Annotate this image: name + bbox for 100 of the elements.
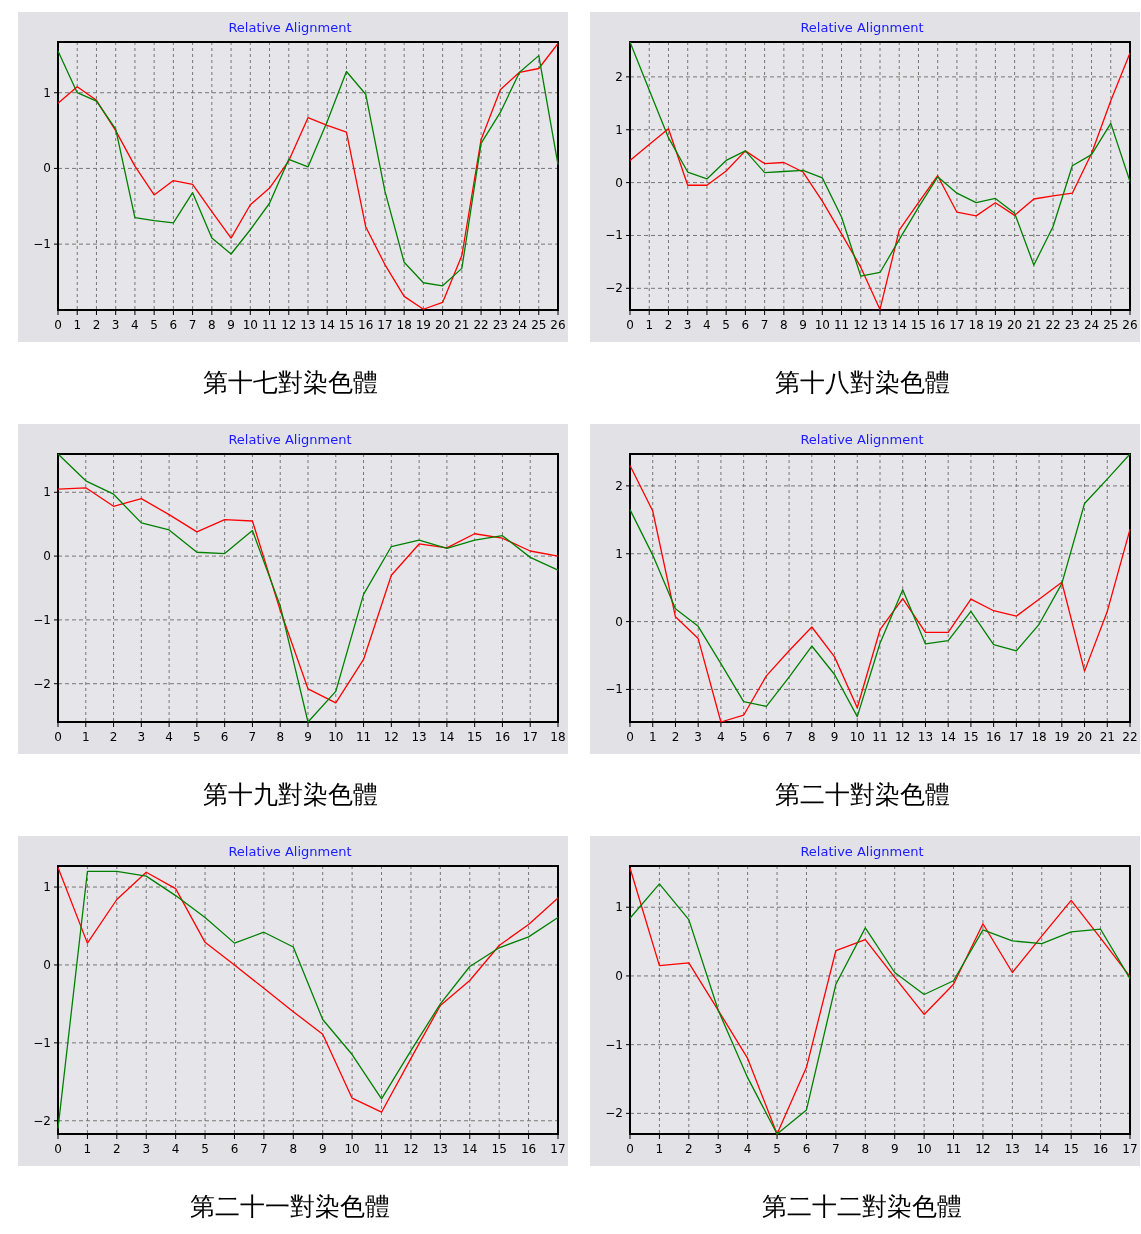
line-series (57, 453, 559, 723)
y-tick-label: −2 (605, 1106, 623, 1121)
x-tick-label: 3 (683, 318, 692, 332)
x-tick-label: 0 (54, 318, 62, 332)
x-tick-label: 12 (403, 1142, 419, 1156)
y-tick-label: −1 (33, 237, 51, 252)
x-tick-label: 3 (714, 1142, 723, 1156)
x-tick-label: 25 (1103, 318, 1119, 332)
x-tick-label: 17 (1122, 1142, 1138, 1156)
x-tick-label: 8 (208, 318, 216, 332)
x-tick-label: 3 (694, 730, 702, 744)
y-tick-label: 2 (615, 69, 623, 84)
x-tick-label: 15 (338, 318, 355, 332)
line-series (629, 41, 1131, 277)
x-tick-label: 5 (722, 318, 730, 332)
x-tick-label: 10 (242, 318, 258, 332)
text: 第十九對染色體 (202, 780, 378, 809)
x-tick-label: 5 (773, 1142, 781, 1156)
x-tick-label: 11 (833, 318, 850, 332)
x-tick-label: 6 (230, 1142, 239, 1156)
x-tick-label: 5 (201, 1142, 209, 1156)
x-tick-label: 15 (1063, 1142, 1079, 1156)
x-tick-label: 21 (454, 318, 470, 332)
x-tick-label: 15 (963, 730, 979, 744)
x-tick-label: 18 (396, 318, 412, 332)
x-tick-label: 21 (1099, 730, 1115, 744)
x-tick-label: 12 (853, 318, 869, 332)
text: 第十七對染色體 (202, 368, 378, 397)
y-tick-label: −2 (33, 1113, 51, 1128)
x-tick-label: 8 (780, 318, 788, 332)
x-tick-label: 9 (890, 1142, 899, 1156)
x-tick-label: 12 (895, 730, 911, 744)
x-tick-label: 4 (703, 318, 711, 332)
x-tick-label: 12 (281, 318, 297, 332)
y-tick-label: 2 (615, 478, 623, 493)
y-tick-label: 1 (43, 85, 51, 100)
x-tick-label: 4 (171, 1142, 180, 1156)
x-tick-label: 9 (227, 318, 235, 332)
x-tick-label: 14 (940, 730, 956, 744)
x-tick-label: 7 (188, 318, 197, 332)
x-tick-label: 23 (1064, 318, 1080, 332)
x-tick-label: 17 (949, 318, 965, 332)
x-tick-label: 15 (467, 730, 483, 744)
x-tick-label: 11 (261, 318, 278, 332)
x-tick-label: 11 (872, 730, 888, 744)
x-tick-label: 16 (494, 730, 511, 744)
x-tick-label: 14 (439, 730, 455, 744)
x-tick-label: 13 (872, 318, 888, 332)
x-tick-label: 18 (968, 318, 984, 332)
x-tick-label: 8 (808, 730, 816, 744)
x-tick-label: 9 (799, 318, 807, 332)
x-tick-label: 9 (304, 730, 312, 744)
x-tick-label: 21 (1026, 318, 1042, 332)
chart-title: Relative Alignment (228, 844, 352, 859)
x-tick-label: 16 (986, 730, 1002, 744)
x-tick-label: 11 (373, 1142, 390, 1156)
y-tick-label: 1 (615, 122, 623, 137)
x-tick-label: 17 (377, 318, 393, 332)
x-tick-label: 8 (276, 730, 285, 744)
x-tick-label: 18 (550, 730, 566, 744)
x-tick-label: 19 (1054, 730, 1070, 744)
x-tick-label: 19 (987, 318, 1004, 332)
x-tick-label: 20 (434, 318, 451, 332)
x-tick-label: 22 (473, 318, 489, 332)
x-tick-label: 14 (319, 318, 335, 332)
x-tick-label: 15 (491, 1142, 507, 1156)
x-tick-label: 24 (511, 318, 528, 332)
x-tick-label: 10 (344, 1142, 360, 1156)
x-tick-label: 20 (1006, 318, 1023, 332)
x-tick-label: 8 (861, 1142, 870, 1156)
x-tick-label: 10 (916, 1142, 932, 1156)
x-tick-label: 17 (1008, 730, 1024, 744)
x-tick-label: 0 (626, 1142, 634, 1156)
x-tick-label: 22 (1122, 730, 1138, 744)
y-tick-label: 1 (615, 546, 623, 561)
x-tick-label: 17 (522, 730, 538, 744)
x-tick-label: 15 (910, 318, 927, 332)
x-tick-label: 4 (743, 1142, 752, 1156)
x-tick-label: 3 (142, 1142, 151, 1156)
x-tick-label: 6 (802, 1142, 811, 1156)
x-tick-label: 1 (81, 730, 90, 744)
x-tick-label: 16 (1092, 1142, 1109, 1156)
x-tick-label: 1 (645, 318, 654, 332)
x-tick-label: 2 (664, 318, 673, 332)
x-tick-label: 4 (165, 730, 173, 744)
x-tick-label: 16 (520, 1142, 537, 1156)
x-tick-label: 13 (1004, 1142, 1020, 1156)
y-tick-label: 0 (43, 549, 51, 564)
y-tick-label: 1 (43, 880, 51, 895)
x-tick-label: 2 (671, 730, 680, 744)
x-tick-label: 10 (814, 318, 830, 332)
x-tick-label: 6 (220, 730, 229, 744)
x-tick-label: 7 (832, 1142, 840, 1156)
x-tick-label: 4 (131, 318, 139, 332)
x-tick-label: 14 (462, 1142, 478, 1156)
x-tick-label: 5 (150, 318, 158, 332)
x-tick-label: 0 (626, 730, 634, 744)
x-tick-label: 16 (930, 318, 946, 332)
y-tick-label: −1 (605, 1037, 623, 1052)
line-series (57, 487, 559, 704)
